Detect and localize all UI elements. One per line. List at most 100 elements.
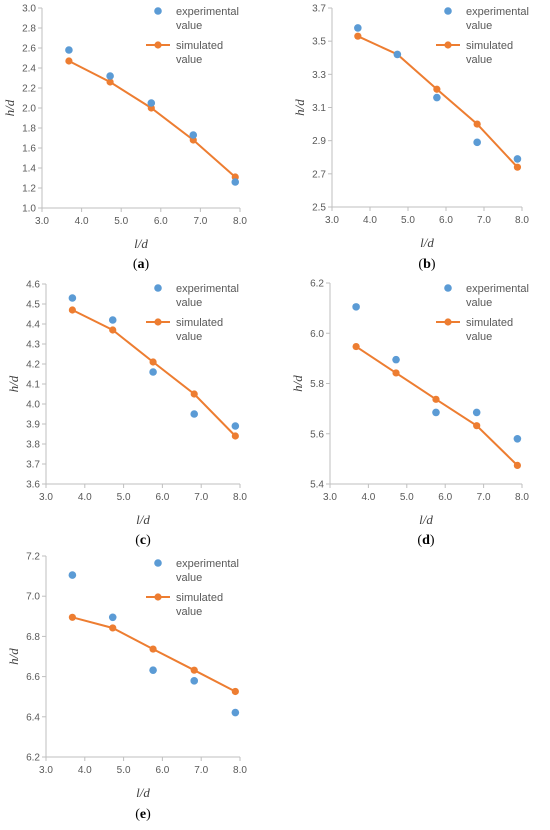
- x-tick-label: 3.0: [39, 765, 53, 776]
- experimental-point: [513, 434, 522, 443]
- x-tick-label: 8.0: [515, 215, 529, 226]
- experimental-point: [473, 138, 481, 147]
- x-tick-label: 6.0: [155, 492, 169, 503]
- y-tick-label: 3.6: [26, 480, 40, 491]
- x-axis-title: l/d: [136, 785, 150, 800]
- experimental-point: [352, 303, 360, 311]
- chart-panel-b: 2.5 2.7 2.9 3.1 3.3 3.5 3.7 3.0 4.0 5.0 6.0 7.0 8.0 l…: [292, 4, 529, 273]
- legend-simulated-label: value: [176, 606, 202, 618]
- legend-simulated-marker: [444, 41, 452, 49]
- x-axis-title: l/d: [419, 512, 433, 527]
- panel-letter: d: [422, 533, 430, 548]
- legend: experimental value simulated value: [436, 6, 529, 66]
- x-tick-label: 6.0: [439, 215, 453, 226]
- x-tick-label: 4.0: [78, 765, 92, 776]
- y-tick-label: 3.8: [26, 440, 40, 451]
- x-tick-label: 4.0: [75, 216, 89, 227]
- simulated-point: [433, 85, 441, 93]
- experimental-point: [513, 155, 522, 163]
- simulated-point: [68, 306, 76, 314]
- y-tick-label: 4.3: [26, 340, 40, 351]
- x-axis-title: l/d: [420, 235, 434, 250]
- y-axis-title: h/d: [290, 375, 305, 392]
- x-tick-label: 7.0: [477, 492, 491, 503]
- simulated-point: [473, 120, 481, 128]
- experimental-point: [190, 677, 199, 685]
- x-tick-label: 3.0: [325, 215, 339, 226]
- panel-label: (c): [135, 533, 151, 548]
- simulated-point: [231, 687, 239, 696]
- y-tick-label: 4.6: [26, 280, 40, 291]
- legend-simulated-marker: [154, 318, 162, 326]
- y-axis-title: h/d: [6, 375, 21, 392]
- legend: experimental value simulated value: [146, 283, 239, 343]
- x-tick-label: 8.0: [233, 492, 247, 503]
- x-tick-label: 4.0: [78, 492, 92, 503]
- legend-experimental-marker: [444, 7, 452, 15]
- y-axis-title: h/d: [6, 648, 21, 665]
- chart-panel-a: 1.0 1.2 1.4 1.6 1.8 2.0 2.2 2.4 2.6 2.8 3.0 3.0 4.0 5…: [2, 4, 247, 273]
- y-tick-label: 2.0: [22, 104, 36, 115]
- legend-simulated-label: value: [466, 331, 492, 343]
- simulated-point: [231, 432, 239, 440]
- simulated-point: [190, 666, 198, 674]
- y-tick-label: 6.0: [310, 329, 324, 340]
- x-axis-title: l/d: [136, 512, 150, 527]
- legend-simulated-marker: [154, 41, 162, 49]
- experimental-point: [106, 72, 114, 80]
- legend-experimental-marker: [444, 284, 452, 292]
- legend-experimental-label: value: [176, 297, 202, 309]
- x-tick-label: 7.0: [194, 765, 208, 776]
- y-tick-label: 2.6: [22, 44, 36, 55]
- x-tick-label: 5.0: [400, 492, 414, 503]
- x-tick-label: 5.0: [114, 216, 128, 227]
- experimental-point: [108, 316, 117, 324]
- panel-letter: b: [423, 257, 431, 272]
- simulated-point: [190, 390, 198, 398]
- chart-panel-c: 3.6 3.7 3.8 3.9 4.0 4.1 4.2 4.3 4.4 4.5 4.6 3.0 4.0 5…: [6, 280, 247, 549]
- panel-label: (e): [135, 807, 151, 822]
- y-axis-title: h/d: [2, 99, 17, 116]
- y-axis-title: h/d: [292, 99, 307, 116]
- experimental-point: [231, 178, 240, 186]
- experimental-point: [231, 422, 240, 430]
- experimental-point: [433, 93, 441, 102]
- simulated-point: [65, 57, 73, 65]
- experimental-point: [472, 408, 481, 417]
- y-tick-label: 3.7: [312, 4, 326, 15]
- y-tick-label: 3.3: [312, 70, 326, 81]
- simulated-point: [473, 422, 481, 430]
- simulated-point: [68, 613, 76, 621]
- x-tick-label: 5.0: [117, 492, 131, 503]
- y-tick-label: 5.8: [310, 379, 324, 390]
- y-tick-label: 1.2: [22, 184, 36, 195]
- simulated-point: [109, 326, 117, 334]
- simulated-point: [392, 369, 400, 377]
- experimental-point: [65, 46, 73, 54]
- legend-experimental-marker: [154, 284, 162, 292]
- legend-simulated-label: simulated: [466, 40, 513, 52]
- y-tick-label: 4.4: [26, 320, 40, 331]
- legend: experimental value simulated value: [146, 6, 239, 66]
- x-tick-label: 6.0: [154, 216, 168, 227]
- simulated-point: [513, 163, 522, 171]
- x-tick-label: 6.0: [155, 765, 169, 776]
- legend-experimental-marker: [154, 7, 162, 15]
- experimental-point: [190, 410, 199, 418]
- x-axis-title: l/d: [134, 236, 148, 251]
- y-tick-label: 1.0: [22, 204, 36, 215]
- experimental-point: [432, 408, 440, 417]
- x-tick-label: 5.0: [401, 215, 415, 226]
- simulated-point: [513, 461, 521, 470]
- y-tick-label: 4.2: [26, 360, 40, 371]
- panel-letter: a: [138, 257, 145, 272]
- legend-experimental-label: experimental: [176, 558, 239, 570]
- y-tick-label: 3.0: [22, 4, 36, 15]
- y-tick-label: 4.0: [26, 400, 40, 411]
- experimental-point: [392, 355, 400, 364]
- legend-simulated-label: simulated: [176, 40, 223, 52]
- y-tick-label: 4.5: [26, 300, 40, 311]
- legend: experimental value simulated value: [436, 283, 529, 343]
- y-tick-label: 3.1: [312, 103, 326, 114]
